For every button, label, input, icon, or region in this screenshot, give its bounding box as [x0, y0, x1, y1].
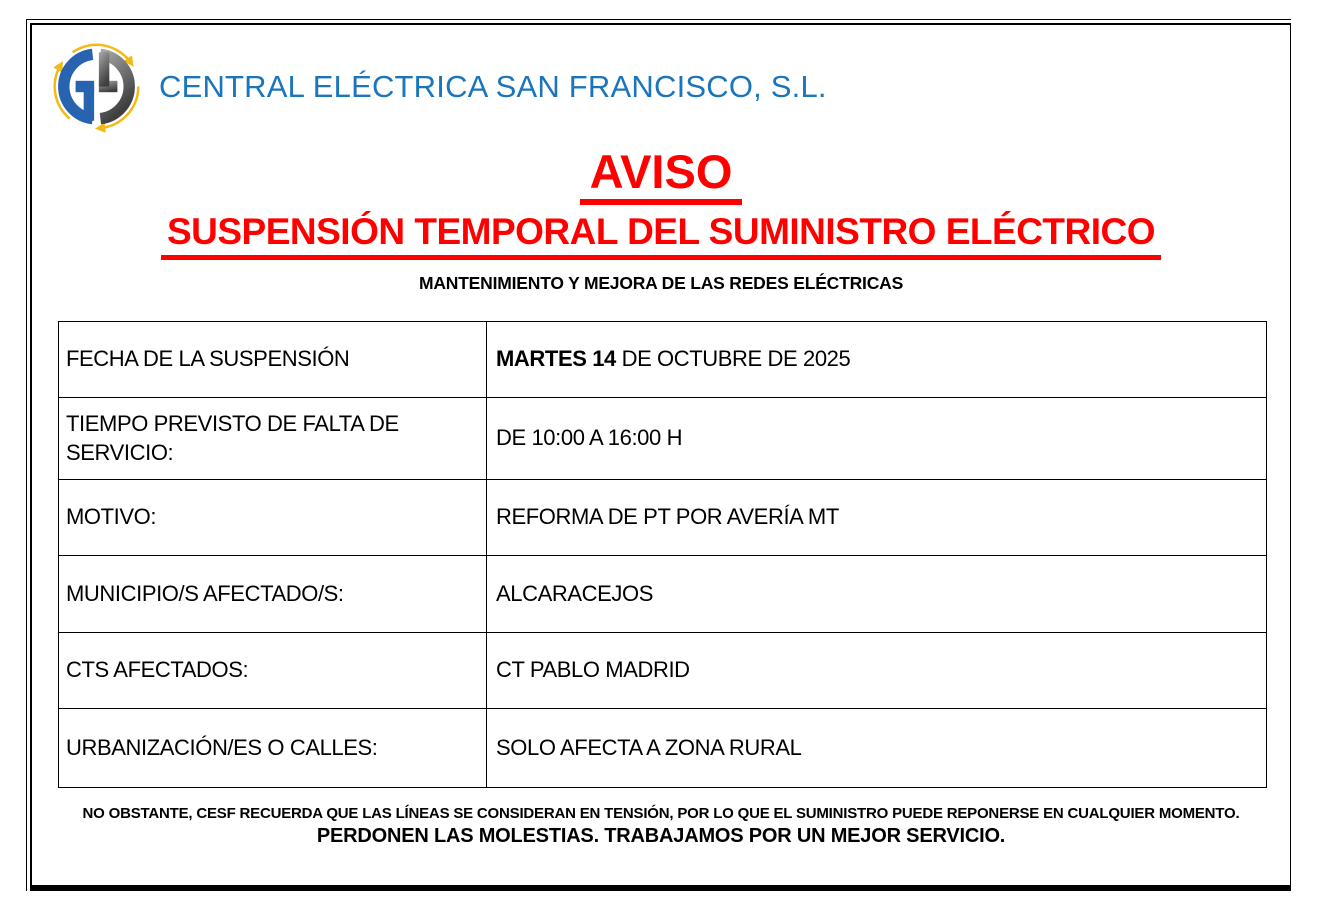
notice-tagline: MANTENIMIENTO Y MEJORA DE LAS REDES ELÉC…	[418, 273, 904, 294]
company-logo-icon	[53, 43, 140, 133]
row-value: DE 10:00 A 16:00 H	[486, 397, 1267, 481]
row-label: CTS AFECTADOS:	[58, 632, 487, 710]
row-value: CT PABLO MADRID	[486, 632, 1267, 710]
table-row-cts: CTS AFECTADOS: CT PABLO MADRID	[58, 632, 1267, 710]
row-value: ALCARACEJOS	[486, 555, 1267, 634]
row-value: REFORMA DE PT POR AVERÍA MT	[486, 479, 1267, 557]
outage-info-table: FECHA DE LA SUSPENSIÓN MARTES 14 DE OCTU…	[58, 321, 1267, 789]
row-value: SOLO AFECTA A ZONA RURAL	[486, 708, 1267, 789]
footer-note-line2: PERDONEN LAS MOLESTIAS. TRABAJAMOS POR U…	[316, 825, 1006, 848]
row-label: URBANIZACIÓN/ES O CALLES:	[58, 708, 487, 789]
page-border-outer: CENTRAL ELÉCTRICA SAN FRANCISCO, S.L. AV…	[26, 19, 1291, 891]
table-row-tiempo: TIEMPO PREVISTO DE FALTA DE SERVICIO: DE…	[58, 397, 1267, 481]
table-row-motivo: MOTIVO: REFORMA DE PT POR AVERÍA MT	[58, 479, 1267, 557]
row-value-rest: DE OCTUBRE DE 2025	[615, 346, 851, 372]
table-row-municipio: MUNICIPIO/S AFECTADO/S: ALCARACEJOS	[58, 555, 1267, 634]
table-row-urbanizacion: URBANIZACIÓN/ES O CALLES: SOLO AFECTA A …	[58, 708, 1267, 789]
header: CENTRAL ELÉCTRICA SAN FRANCISCO, S.L.	[49, 39, 1290, 134]
notice-subtitle: SUSPENSIÓN TEMPORAL DEL SUMINISTRO ELÉCT…	[160, 212, 1162, 261]
row-value-bold: MARTES 14	[496, 346, 616, 372]
footer-note-line1: NO OBSTANTE, CESF RECUERDA QUE LAS LÍNEA…	[82, 805, 1240, 823]
row-label: MUNICIPIO/S AFECTADO/S:	[58, 555, 487, 634]
row-value: MARTES 14 DE OCTUBRE DE 2025	[486, 321, 1267, 399]
notice-title: AVISO	[579, 147, 743, 206]
row-label: MOTIVO:	[58, 479, 487, 557]
row-label: FECHA DE LA SUSPENSIÓN	[58, 321, 487, 399]
company-name: CENTRAL ELÉCTRICA SAN FRANCISCO, S.L.	[159, 68, 827, 104]
row-label: TIEMPO PREVISTO DE FALTA DE SERVICIO:	[58, 397, 487, 481]
table-row-fecha: FECHA DE LA SUSPENSIÓN MARTES 14 DE OCTU…	[58, 321, 1267, 399]
page-border-inner: CENTRAL ELÉCTRICA SAN FRANCISCO, S.L. AV…	[30, 23, 1291, 891]
